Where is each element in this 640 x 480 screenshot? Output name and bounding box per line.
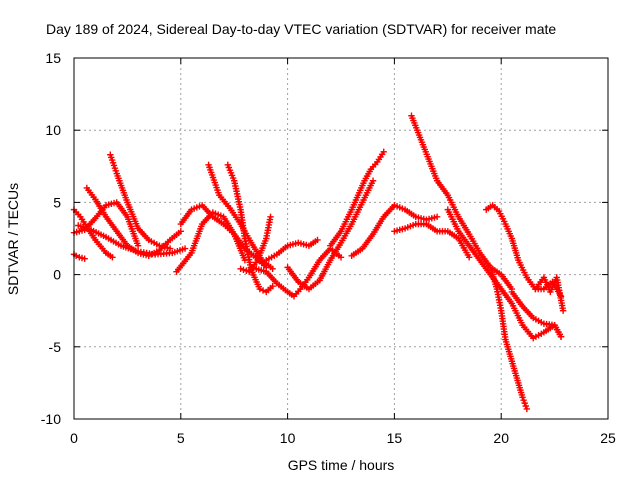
plot-frame [73, 57, 609, 420]
data-point [81, 255, 88, 262]
data-marker [520, 397, 527, 404]
data-point [267, 213, 274, 221]
data-point [269, 282, 276, 290]
y-tick-label: 5 [53, 194, 61, 210]
data-point [314, 236, 321, 244]
y-tick-label: 15 [45, 50, 61, 66]
data-point [181, 245, 189, 252]
y-tick-label: -10 [41, 411, 61, 427]
grid [74, 58, 608, 419]
series-arc-11 [237, 213, 274, 275]
data-point [369, 177, 377, 184]
series-arc-12 [248, 245, 345, 300]
data-point [519, 394, 526, 401]
x-tick-label: 0 [70, 430, 78, 446]
data-point [380, 148, 387, 156]
x-axis-title: GPS time / hours [288, 457, 395, 473]
data-marker [521, 399, 528, 407]
x-tick-label: 10 [280, 430, 296, 446]
data-marker [243, 267, 250, 274]
data-series [70, 112, 567, 413]
series-track [175, 211, 247, 273]
y-tick-label: 0 [53, 267, 61, 283]
data-point [337, 254, 345, 261]
data-point [523, 405, 531, 413]
series-arc-16 [348, 202, 441, 260]
series-arc-23 [532, 274, 567, 314]
series-arc-6 [75, 222, 189, 258]
data-point [134, 242, 142, 249]
series-arc-5 [107, 151, 174, 252]
series-arc-17 [391, 220, 473, 261]
data-point [166, 245, 174, 252]
y-axis-title: SDTVAR / TECUs [5, 183, 21, 295]
data-point [559, 307, 567, 314]
data-point [433, 213, 441, 221]
series-track [410, 115, 513, 290]
data-point [557, 333, 565, 340]
axis-ticks: 0 5 10 15 20 25 -10 -5 0 5 10 15 [41, 50, 616, 446]
series-arc-14 [284, 177, 377, 293]
series-arc-10 [224, 161, 276, 296]
y-tick-label: -5 [49, 339, 62, 355]
x-tick-label: 20 [493, 430, 509, 446]
x-tick-label: 5 [177, 430, 185, 446]
data-marker [522, 402, 529, 410]
x-tick-label: 15 [387, 430, 403, 446]
data-point [465, 254, 473, 261]
data-marker [240, 266, 247, 273]
series-arc-3 [70, 251, 88, 262]
series-arc-15 [327, 148, 387, 249]
chart-title: Day 189 of 2024, Sidereal Day-to-day VTE… [46, 21, 556, 37]
series-track [250, 247, 342, 298]
series-arc-22 [508, 288, 565, 340]
data-point [256, 285, 264, 293]
series-arc-13 [263, 236, 321, 264]
data-point [109, 254, 116, 261]
x-tick-label: 25 [600, 430, 616, 446]
data-point [237, 265, 244, 273]
series-arc-20 [487, 264, 531, 413]
data-point [177, 228, 184, 235]
y-tick-label: 10 [45, 122, 61, 138]
data-marker [259, 287, 267, 294]
data-point [269, 265, 276, 273]
